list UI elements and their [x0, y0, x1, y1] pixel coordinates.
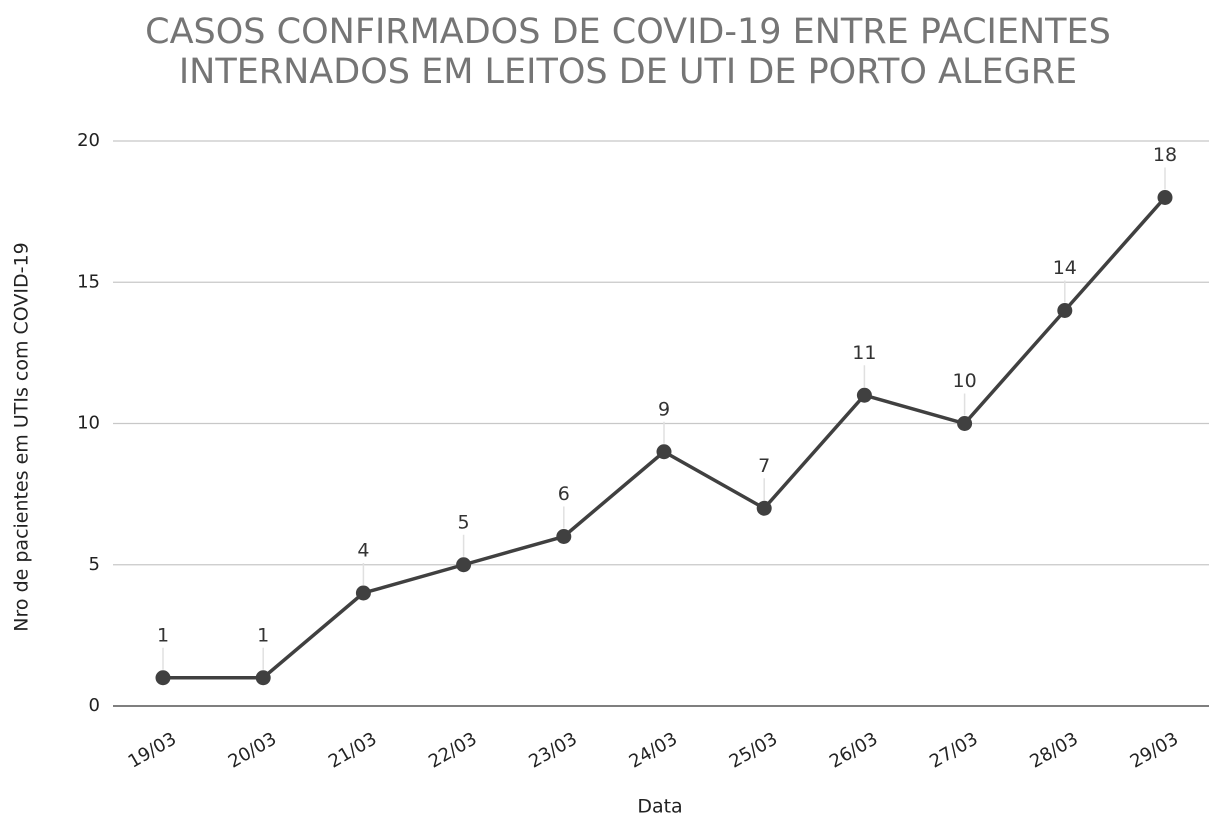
data-label: 9 — [658, 398, 670, 420]
chart-title: INTERNADOS EM LEITOS DE UTI DE PORTO ALE… — [179, 52, 1077, 92]
point — [1157, 190, 1173, 205]
point — [355, 585, 371, 601]
x-tick-label: 19/03 — [125, 728, 180, 772]
data-label: 1 — [257, 624, 269, 646]
point — [556, 529, 572, 544]
y-axis-label: Nro de pacientes em UTIs com COVID-19 — [11, 242, 33, 631]
y-tick-label: 0 — [89, 695, 100, 716]
x-tick-label: 25/03 — [726, 728, 781, 772]
x-tick-label: 28/03 — [1026, 728, 1081, 772]
point — [656, 444, 672, 460]
point — [957, 416, 973, 431]
y-tick-label: 5 — [89, 554, 100, 575]
data-label: 11 — [852, 342, 876, 364]
point — [456, 557, 472, 573]
y-tick-label: 20 — [77, 130, 100, 151]
point — [756, 500, 772, 516]
data-label: 7 — [758, 455, 770, 477]
data-label: 6 — [558, 483, 570, 505]
chart-title: CASOS CONFIRMADOS DE COVID-19 ENTRE PACI… — [145, 12, 1111, 52]
point — [155, 670, 171, 686]
y-tick-label: 10 — [77, 413, 100, 434]
x-tick-label: 20/03 — [225, 728, 280, 772]
data-label: 4 — [357, 540, 369, 562]
data-label: 1 — [157, 624, 169, 646]
x-tick-label: 27/03 — [926, 728, 981, 772]
x-tick-label: 21/03 — [325, 728, 380, 772]
data-label: 14 — [1053, 257, 1077, 279]
x-tick-label: 22/03 — [425, 728, 480, 772]
data-label: 5 — [458, 511, 470, 533]
point — [255, 670, 271, 686]
point — [1057, 303, 1073, 318]
x-tick-label: 29/03 — [1127, 728, 1182, 772]
x-tick-label: 26/03 — [826, 728, 881, 772]
x-tick-label: 23/03 — [525, 728, 580, 772]
data-label: 10 — [953, 370, 977, 392]
y-tick-label: 15 — [77, 271, 100, 292]
x-tick-label: 24/03 — [626, 728, 681, 772]
x-axis-label: Data — [637, 796, 682, 817]
data-label: 18 — [1153, 144, 1177, 166]
point — [856, 387, 872, 403]
